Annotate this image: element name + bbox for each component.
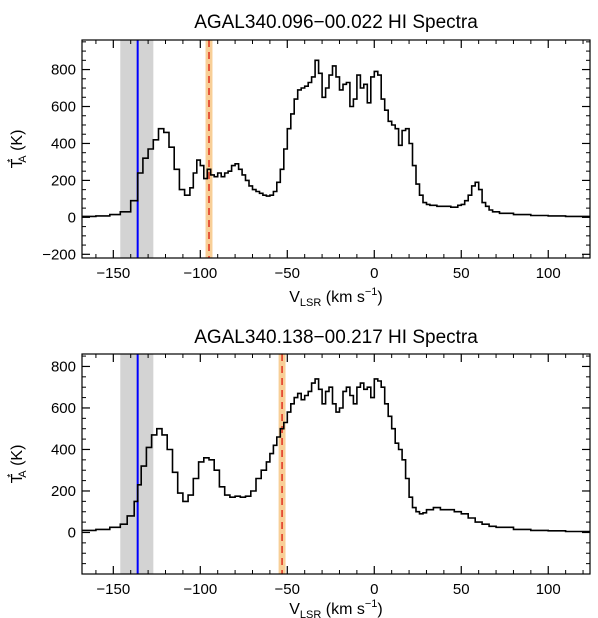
x-axis-label-main: V: [289, 289, 300, 306]
x-tick-label: −150: [96, 265, 130, 282]
x-axis-label-units: (km s: [321, 601, 365, 618]
x-axis-label-sub: LSR: [300, 609, 321, 618]
plot-area: [82, 40, 590, 258]
x-axis-label-sup: −1: [365, 286, 378, 298]
x-tick-label: −150: [96, 581, 130, 598]
y-tick-label: −200: [42, 246, 76, 263]
y-axis-label-sub: A: [17, 155, 29, 163]
y-axis-label-main: T: [9, 158, 26, 168]
x-tick-label: −50: [275, 265, 300, 282]
y-tick-label: 800: [51, 358, 76, 375]
y-tick-label: 400: [51, 135, 76, 152]
x-axis-label-main: V: [289, 601, 300, 618]
x-axis-label-units: (km s: [321, 289, 365, 306]
y-tick-label: 600: [51, 99, 76, 116]
y-axis-label: T*A (K): [6, 130, 29, 169]
x-tick-label: 0: [370, 265, 378, 282]
y-tick-label: 400: [51, 441, 76, 458]
y-axis-label-units: (K): [9, 445, 26, 471]
x-axis-label: VLSR (km s−1): [289, 598, 383, 618]
plot-frame: [81, 39, 591, 259]
y-axis-label-sup: *: [6, 159, 17, 163]
y-tick-label: 200: [51, 483, 76, 500]
y-axis-label-main: T: [9, 473, 26, 483]
x-tick-label: 50: [453, 265, 470, 282]
y-tick-label: 0: [68, 209, 76, 226]
y-tick-label: 600: [51, 400, 76, 417]
spectrum-line-0: [82, 378, 590, 533]
x-axis-label-sub: LSR: [300, 297, 321, 309]
y-tick-label: 200: [51, 172, 76, 189]
chart-panel-bottom: −150 −100 −50 0 50 100 0 200 400 600 800 AGAL340.13…: [6, 327, 591, 618]
x-tick-label: −100: [183, 265, 217, 282]
chart-panel-top: −150 −100 −50 0 50 100 −200 0 200 400 600 800 AGAL34…: [6, 12, 591, 309]
y-axis-label: T*A (K): [6, 445, 29, 484]
x-tick-label: 0: [370, 581, 378, 598]
x-axis-label-close: ): [377, 601, 382, 618]
x-axis-label-sup: −1: [365, 598, 378, 610]
x-tick-label: 100: [536, 581, 561, 598]
x-tick-label: 100: [536, 265, 561, 282]
spectrum-line-0: [82, 59, 590, 218]
chart-title: AGAL340.138−00.217 HI Spectra: [194, 327, 478, 348]
x-axis-label-close: ): [377, 289, 382, 306]
chart-title: AGAL340.096−00.022 HI Spectra: [194, 12, 478, 33]
y-tick-label: 800: [51, 62, 76, 79]
x-tick-label: −50: [275, 581, 300, 598]
plot-frame: [81, 353, 591, 575]
y-axis-label-sup: *: [6, 474, 17, 478]
x-axis-label: VLSR (km s−1): [289, 286, 383, 309]
x-tick-label: −100: [183, 581, 217, 598]
y-tick-label: 0: [68, 524, 76, 541]
x-tick-label: 50: [453, 581, 470, 598]
y-axis-label-sub: A: [17, 470, 29, 478]
y-axis-label-units: (K): [9, 130, 26, 156]
plot-area: [82, 354, 590, 574]
